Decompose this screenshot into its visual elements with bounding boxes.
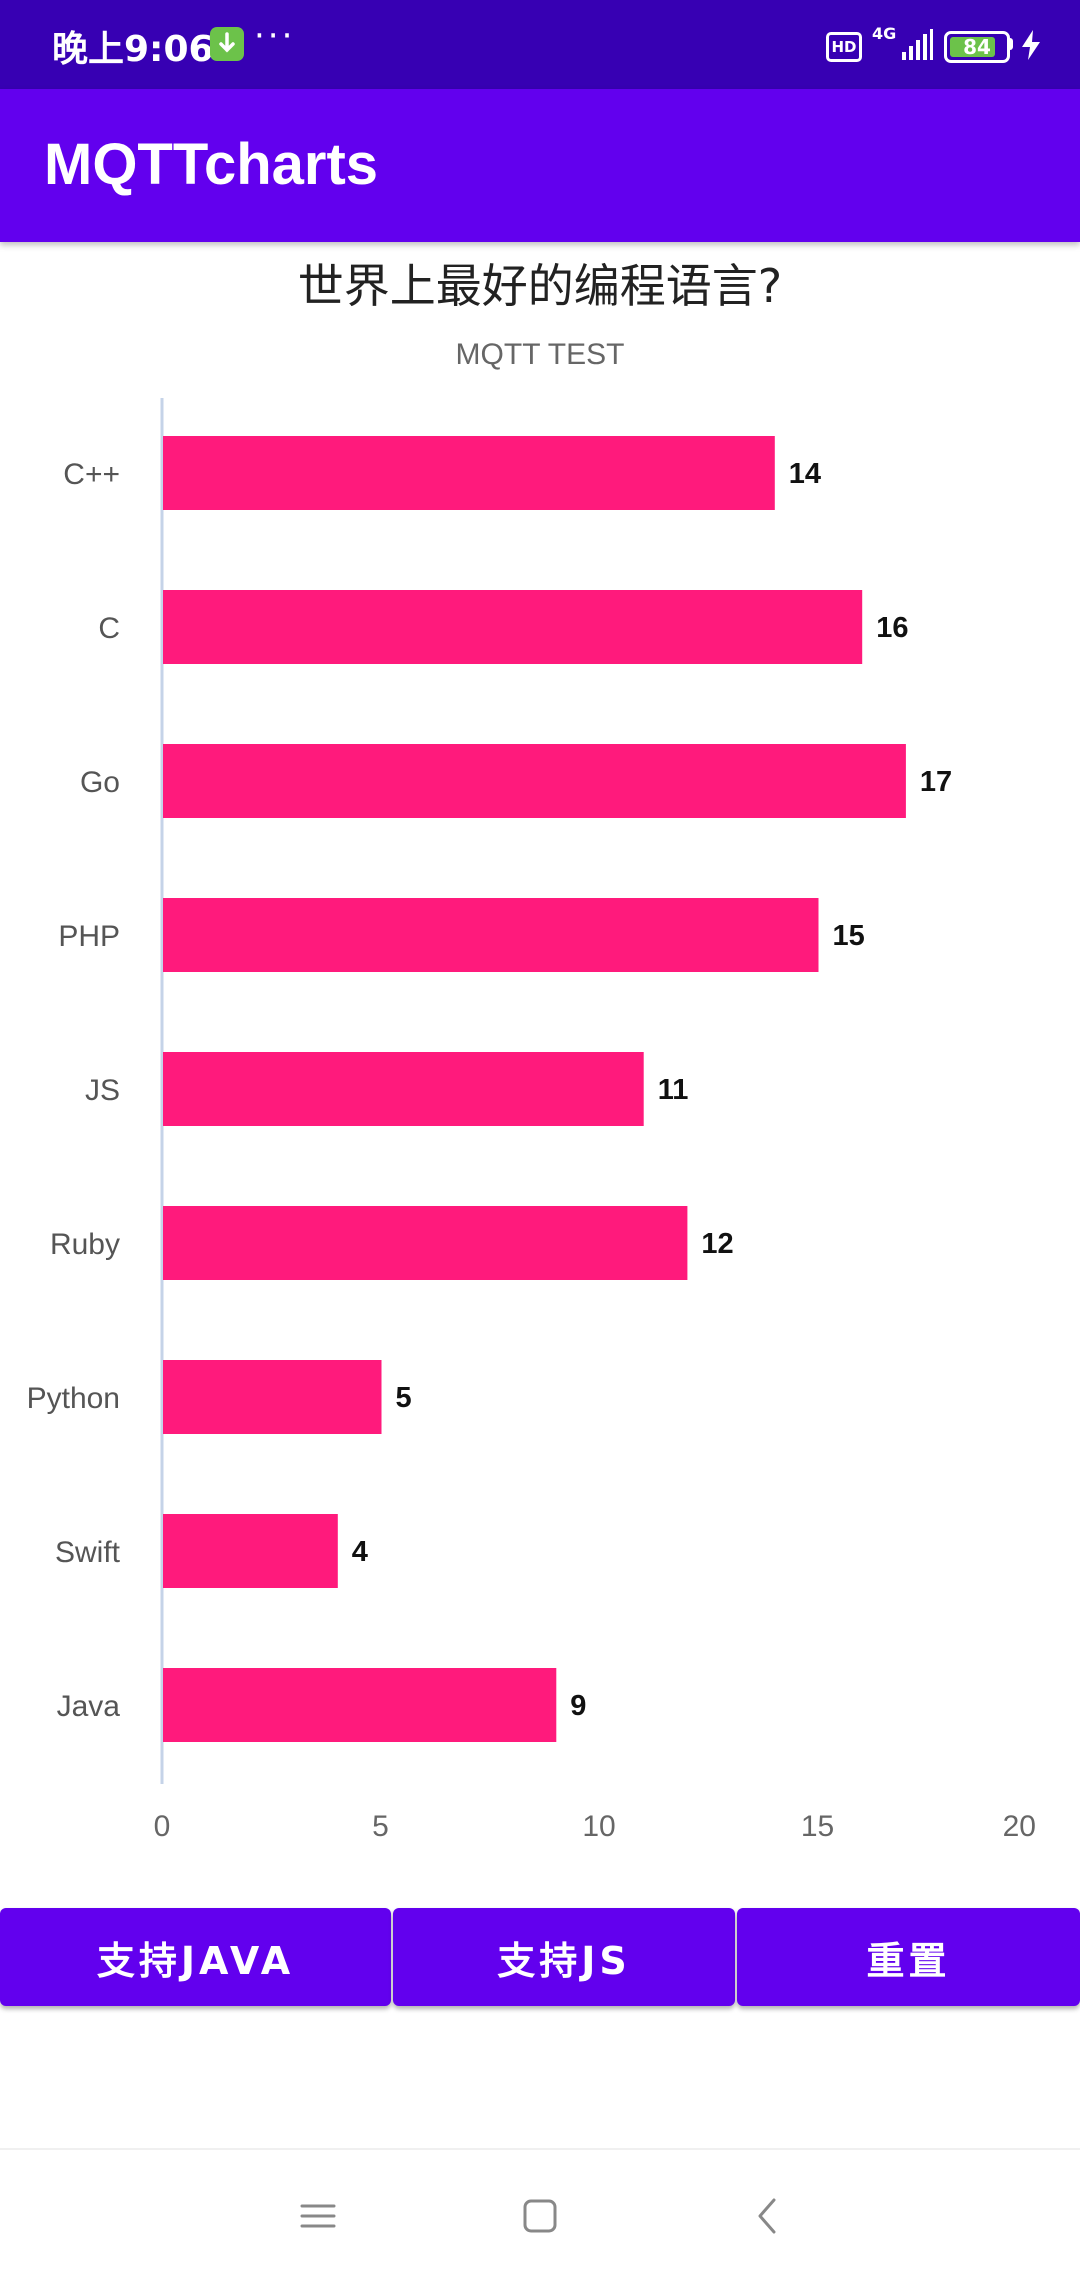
data-label: 14: [789, 458, 821, 490]
signal-strength-icon: [900, 28, 934, 62]
data-label: 12: [701, 1228, 733, 1260]
status-bar: 晚上9:06 ··· HD 4G 84: [0, 0, 1080, 89]
status-time: 晚上9:06: [52, 29, 214, 70]
app-bar: MQTTcharts: [0, 89, 1080, 242]
bar[interactable]: [163, 1052, 644, 1126]
bar[interactable]: [163, 744, 906, 818]
data-label: 4: [352, 1536, 368, 1568]
battery-icon: 84: [944, 31, 1010, 63]
battery-level: 84: [963, 35, 991, 59]
battery-tip: [1008, 38, 1013, 50]
data-label: 5: [396, 1382, 412, 1414]
navigation-bar: [0, 2148, 1080, 2282]
download-arrow-icon: [210, 27, 244, 61]
category-label: Go: [80, 766, 120, 799]
bar[interactable]: [163, 590, 863, 664]
x-tick-label: 10: [582, 1810, 615, 1843]
reset-button[interactable]: 重置: [737, 1908, 1080, 2006]
app-title: MQTTcharts: [44, 132, 379, 197]
lightning-icon: [1018, 28, 1044, 62]
bar[interactable]: [163, 1206, 688, 1280]
support-js-button[interactable]: 支持JS: [393, 1908, 735, 2006]
category-label: C: [98, 612, 120, 645]
bar-chart[interactable]: 世界上最好的编程语言? MQTT TEST C++ 14 C 16 Go 17 PHP 15 J…: [0, 242, 1080, 1882]
bar[interactable]: [163, 898, 819, 972]
hd-badge: HD: [826, 32, 862, 62]
bar[interactable]: [163, 1514, 338, 1588]
data-label: 11: [658, 1074, 689, 1106]
bar[interactable]: [163, 1668, 557, 1742]
menu-icon[interactable]: [296, 2194, 340, 2238]
back-icon[interactable]: [746, 2194, 790, 2238]
x-tick-label: 0: [154, 1810, 171, 1843]
data-label: 15: [833, 920, 865, 952]
more-notifications-icon: ···: [254, 16, 296, 56]
category-label: Swift: [55, 1536, 121, 1569]
x-tick-label: 15: [801, 1810, 834, 1843]
chart-canvas[interactable]: 世界上最好的编程语言? MQTT TEST C++ 14 C 16 Go 17 PHP 15 J…: [0, 242, 1080, 1882]
category-label: C++: [63, 458, 120, 491]
bar[interactable]: [163, 1360, 382, 1434]
bar[interactable]: [163, 436, 775, 510]
chart-title: 世界上最好的编程语言?: [298, 259, 782, 313]
battery-level-fill: [950, 37, 995, 57]
data-label: 17: [920, 766, 952, 798]
category-label: Python: [27, 1382, 120, 1415]
category-label: JS: [85, 1074, 120, 1107]
chart-subtitle: MQTT TEST: [456, 338, 625, 371]
network-type: 4G: [872, 24, 897, 43]
x-tick-label: 20: [1003, 1810, 1036, 1843]
data-label: 16: [876, 612, 908, 644]
x-tick-label: 5: [372, 1810, 389, 1843]
category-label: Java: [57, 1690, 121, 1723]
data-label: 9: [570, 1690, 586, 1722]
support-java-button[interactable]: 支持JAVA: [0, 1908, 391, 2006]
category-label: Ruby: [50, 1228, 120, 1261]
category-label: PHP: [58, 920, 120, 953]
home-icon[interactable]: [518, 2194, 562, 2238]
bars-group: C++ 14 C 16 Go 17 PHP 15 JS 11 Ruby 12 Python 5 Swift 4…: [27, 398, 1036, 1843]
